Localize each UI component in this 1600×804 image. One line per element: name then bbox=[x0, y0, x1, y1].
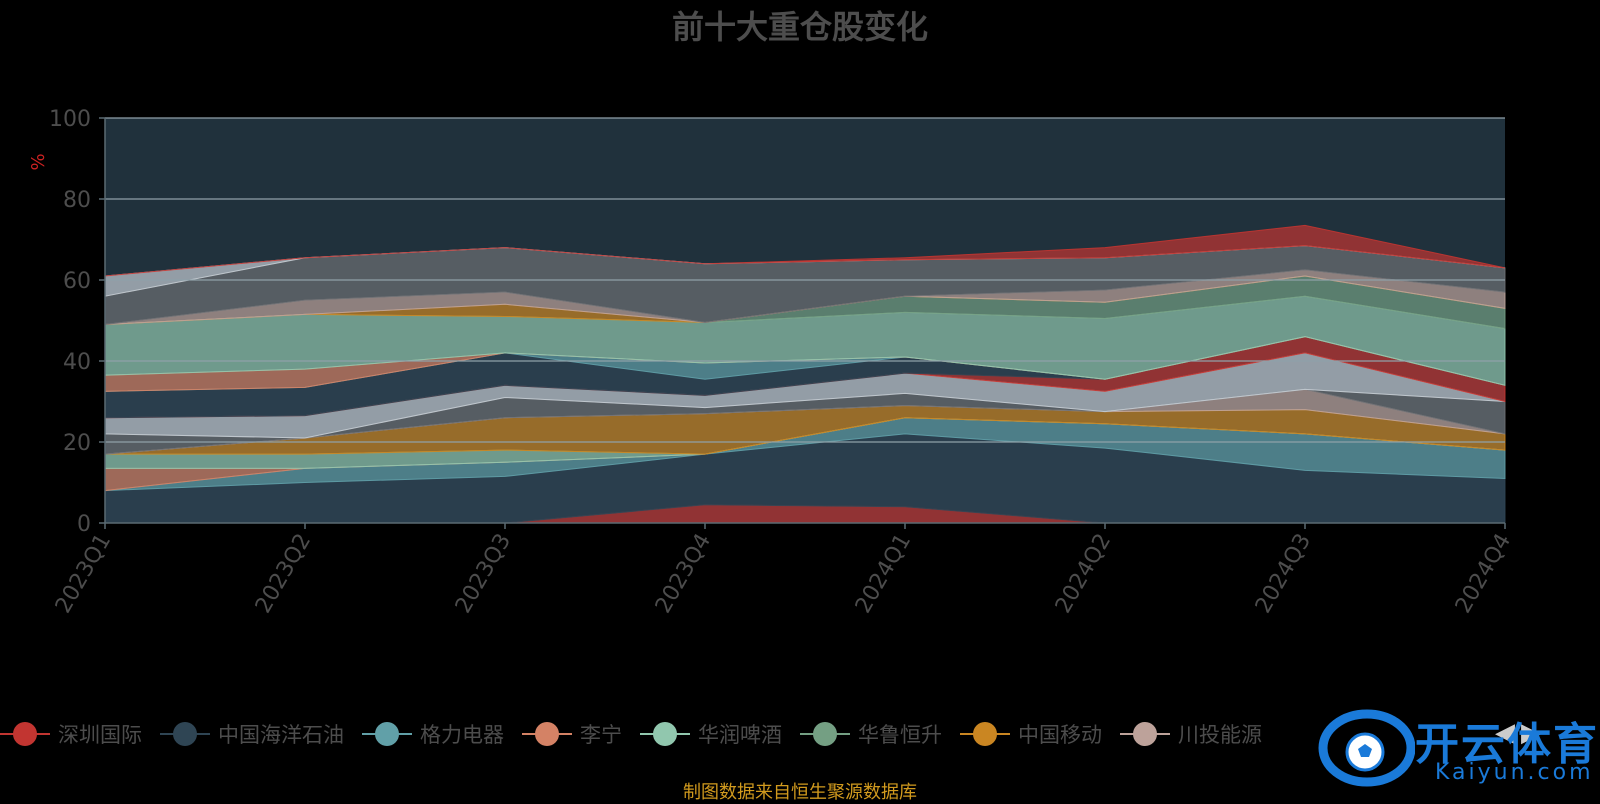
legend-label: 华润啤酒 bbox=[698, 723, 782, 747]
x-tick-label: 2023Q1 bbox=[51, 530, 116, 618]
x-tick-label: 2023Q3 bbox=[451, 530, 516, 618]
x-tick-label: 2024Q1 bbox=[851, 530, 916, 618]
legend-swatch bbox=[960, 721, 1010, 747]
y-axis-label: % bbox=[28, 153, 49, 170]
legend-swatch bbox=[640, 721, 690, 747]
stacked-area-chart: 0 20 40 60 80 100 2023Q1 2023Q2 2023Q3 2023Q4 2024… bbox=[28, 107, 1516, 618]
chevron-left-icon[interactable]: ◀ bbox=[1495, 718, 1521, 748]
soccer-ball-icon bbox=[1318, 709, 1416, 787]
legend-item[interactable]: 中国移动 bbox=[960, 719, 1102, 749]
y-tick-label: 60 bbox=[63, 269, 91, 294]
source-footnote: 制图数据来自恒生聚源数据库 bbox=[683, 782, 917, 803]
legend-swatch bbox=[0, 721, 50, 747]
legend-swatch bbox=[1120, 721, 1170, 747]
y-tick-label: 80 bbox=[63, 188, 91, 213]
legend-item[interactable]: 华润啤酒 bbox=[640, 719, 782, 749]
legend-swatch bbox=[362, 721, 412, 747]
legend-item[interactable]: 李宁 bbox=[522, 719, 622, 749]
legend-swatch bbox=[800, 721, 850, 747]
legend-item[interactable]: 中国海洋石油 bbox=[160, 719, 344, 749]
watermark-text-cn: 开云体育 bbox=[1415, 719, 1599, 770]
legend-swatch bbox=[522, 721, 572, 747]
legend-item[interactable]: 格力电器 bbox=[362, 719, 504, 749]
legend-label: 李宁 bbox=[580, 723, 622, 747]
chart-title: 前十大重仓股变化 bbox=[671, 8, 928, 46]
x-tick-label: 2024Q2 bbox=[1051, 530, 1116, 618]
series-area-20 bbox=[104, 224, 1506, 277]
gridlines bbox=[105, 117, 1505, 443]
legend-label: 格力电器 bbox=[420, 723, 504, 747]
legend-pager[interactable]: ◀▶ bbox=[1495, 718, 1547, 748]
legend: 深圳国际 中国海洋石油 格力电器 李宁 华润啤酒 华鲁恒升 中国移动 川投能源 bbox=[0, 714, 1280, 754]
legend-item[interactable]: 华鲁恒升 bbox=[800, 719, 942, 749]
legend-item[interactable]: 深圳国际 bbox=[0, 719, 142, 749]
x-tick-label: 2023Q4 bbox=[651, 530, 716, 618]
x-tick-label: 2023Q2 bbox=[251, 530, 316, 618]
watermark-text-en: Kaiyun.com bbox=[1435, 760, 1594, 785]
legend-label: 中国移动 bbox=[1018, 723, 1102, 747]
chevron-right-icon[interactable]: ▶ bbox=[1521, 718, 1547, 748]
y-tick-label: 40 bbox=[63, 350, 91, 375]
y-tick-label: 20 bbox=[63, 431, 91, 456]
watermark-logo: 开云体育 Kaiyun.com bbox=[1315, 700, 1600, 795]
legend-item[interactable]: 川投能源 bbox=[1120, 719, 1262, 749]
legend-label: 中国海洋石油 bbox=[218, 723, 344, 747]
legend-label: 华鲁恒升 bbox=[858, 723, 942, 747]
x-tick-label: 2024Q3 bbox=[1251, 530, 1316, 618]
legend-swatch bbox=[160, 721, 210, 747]
legend-label: 川投能源 bbox=[1178, 723, 1262, 747]
y-tick-label: 100 bbox=[49, 107, 91, 132]
legend-label: 深圳国际 bbox=[58, 723, 142, 747]
y-tick-label: 0 bbox=[77, 512, 91, 537]
x-tick-label: 2024Q4 bbox=[1451, 530, 1516, 618]
series-areas bbox=[104, 224, 1506, 524]
